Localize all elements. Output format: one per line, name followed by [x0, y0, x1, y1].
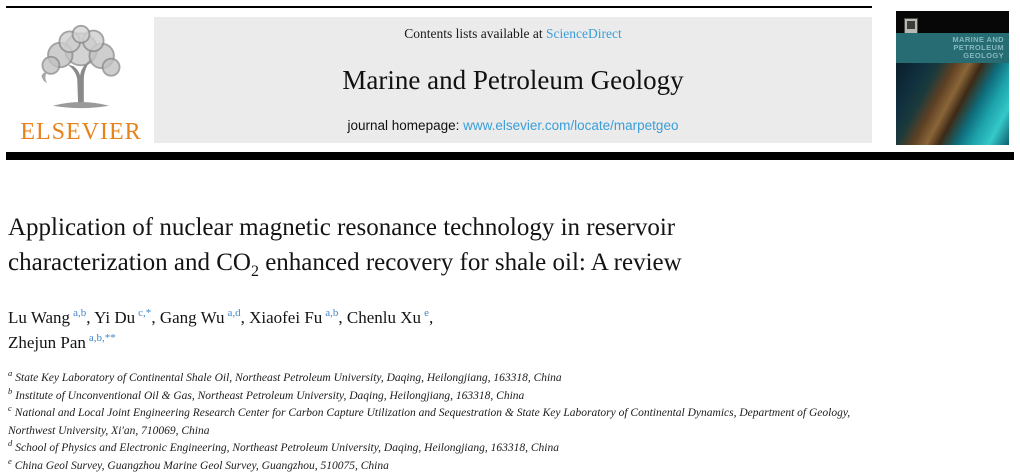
article-title: Application of nuclear magnetic resonanc…	[8, 210, 1012, 289]
author-name: Zhejun Pan	[8, 333, 86, 352]
author-name: Xiaofei Fu	[249, 308, 322, 327]
author-affiliation-superscript: e	[424, 307, 429, 319]
author-affiliation-superscript: a,b,**	[89, 332, 116, 344]
homepage-line-prefix: journal homepage:	[348, 118, 464, 133]
cover-coastline-image	[896, 63, 1009, 145]
author-name: Gang Wu	[160, 308, 225, 327]
article-title-line2-pre: characterization and CO	[8, 249, 251, 276]
cover-title-band: MARINE AND PETROLEUM GEOLOGY	[896, 33, 1009, 63]
contents-line-prefix: Contents lists available at	[404, 26, 546, 41]
author-name: Lu Wang	[8, 308, 70, 327]
article-title-line1: Application of nuclear magnetic resonanc…	[8, 214, 675, 241]
journal-homepage-link[interactable]: www.elsevier.com/locate/marpetgeo	[463, 118, 678, 133]
homepage-line: journal homepage: www.elsevier.com/locat…	[348, 118, 679, 133]
cover-publisher-logo-glyph	[907, 21, 915, 29]
journal-cover-thumbnail: MARINE AND PETROLEUM GEOLOGY	[896, 11, 1009, 145]
affiliation-superscript: c	[8, 403, 12, 413]
header-top-rule	[6, 6, 872, 8]
affiliation-superscript: b	[8, 386, 12, 396]
journal-title: Marine and Petroleum Geology	[342, 67, 683, 94]
author-affiliation-superscript: a,b	[325, 307, 338, 319]
affiliation-superscript: d	[8, 438, 12, 448]
author-affiliation-superscript: a,b	[73, 307, 86, 319]
article-head: Application of nuclear magnetic resonanc…	[8, 210, 1012, 475]
author-affiliation-superscript: c,*	[138, 307, 151, 319]
elsevier-wordmark: ELSEVIER	[20, 120, 141, 144]
article-title-subscript: 2	[251, 263, 259, 280]
cover-title-line-3: GEOLOGY	[896, 52, 1004, 60]
author-affiliation-superscript: a,d	[227, 307, 240, 319]
elsevier-tree-icon	[34, 22, 128, 118]
author-name: Yi Du	[94, 308, 135, 327]
header-bottom-bar	[6, 152, 1014, 160]
article-title-line2-post: enhanced recovery for shale oil: A revie…	[259, 249, 682, 276]
elsevier-logo: ELSEVIER	[10, 14, 152, 144]
author-name: Chenlu Xu	[347, 308, 421, 327]
journal-banner: Contents lists available at ScienceDirec…	[154, 17, 872, 143]
affiliation-superscript: a	[8, 368, 12, 378]
affiliation-superscript: e	[8, 456, 12, 466]
contents-line: Contents lists available at ScienceDirec…	[404, 26, 621, 42]
sciencedirect-link[interactable]: ScienceDirect	[546, 26, 622, 41]
